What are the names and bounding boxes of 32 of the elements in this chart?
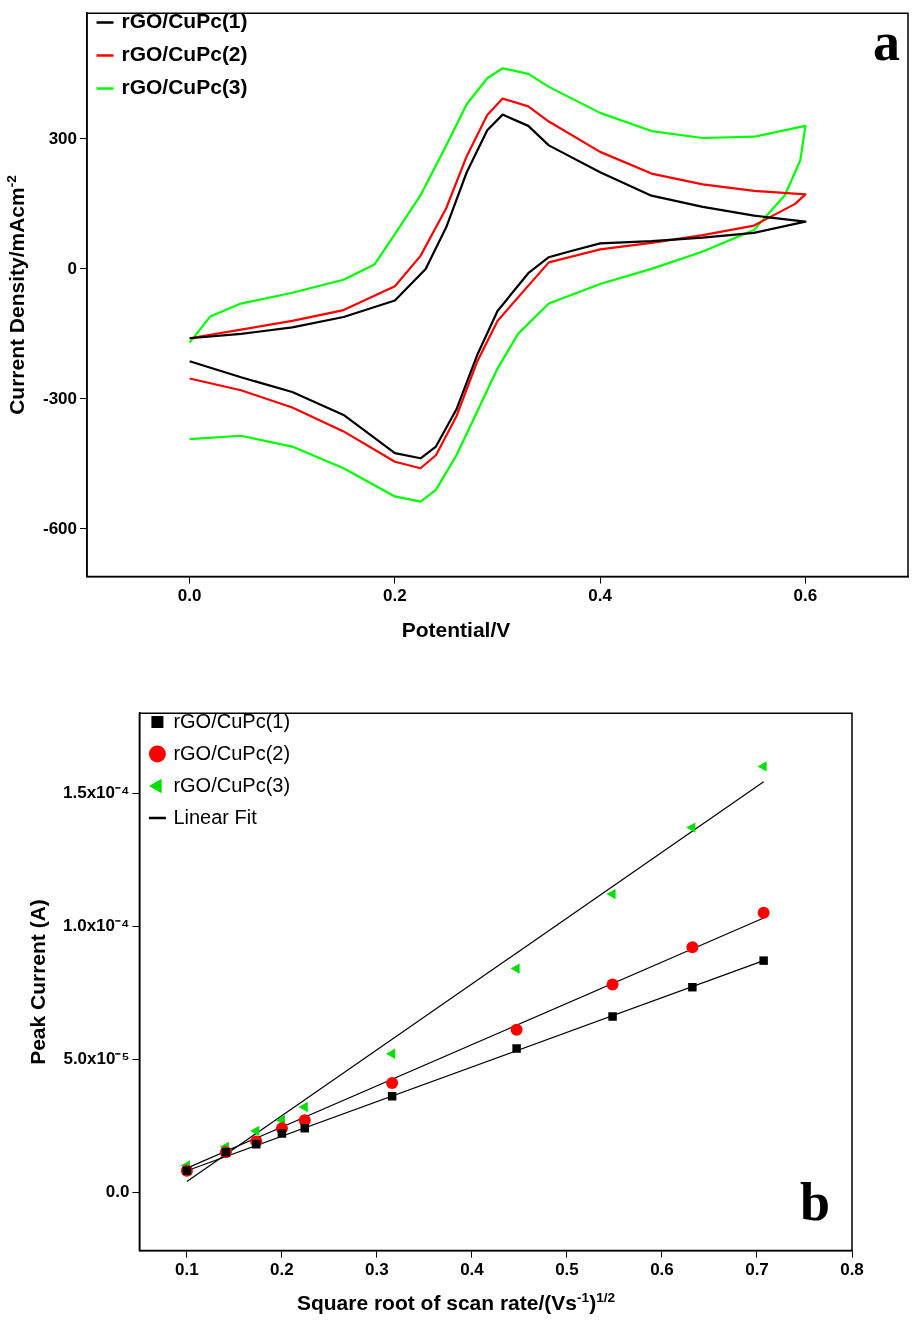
y-tick-label: 5.0x10⁻⁵ — [63, 1048, 130, 1068]
x-tick-label: 0.4 — [460, 1260, 485, 1280]
x-axis-title: Potential/V — [400, 618, 512, 642]
x-tick-label: 0.3 — [365, 1260, 389, 1280]
legend-label: rGO/CuPc(2) — [121, 42, 248, 66]
x-tick-label: 0.4 — [588, 586, 613, 606]
legend-label: rGO/CuPc(3) — [173, 773, 291, 796]
legend-label: Linear Fit — [173, 805, 258, 828]
y-tick-label: -600 — [42, 518, 78, 538]
x-tick-label: 0.6 — [650, 1260, 674, 1280]
annotation: b — [799, 1171, 830, 1232]
legend-label: rGO/CuPc(1) — [173, 709, 291, 732]
x-axis-title: Square root of scan rate/(Vs$^{-1}$)$^{1/2}$ — [295, 1290, 617, 1315]
legend-label: rGO/CuPc(2) — [173, 741, 291, 764]
x-tick-label: 0.2 — [270, 1260, 294, 1280]
x-tick-label: 0.8 — [840, 1260, 864, 1280]
y-tick-label: -300 — [42, 388, 78, 408]
legend-label: rGO/CuPc(3) — [121, 75, 248, 99]
x-tick-label: 0.5 — [555, 1260, 579, 1280]
y-tick-label: 300 — [48, 128, 78, 148]
y-tick-label: 1.5x10⁻⁴ — [63, 782, 130, 802]
annotation: a — [873, 12, 900, 73]
y-axis-title: Peak Current (A) — [26, 899, 50, 1065]
y-tick-label: 1.0x10⁻⁴ — [63, 915, 130, 935]
legend-label: rGO/CuPc(1) — [121, 9, 248, 33]
x-tick-label: 0.6 — [793, 586, 818, 606]
x-tick-label: 0.1 — [175, 1260, 199, 1280]
x-tick-label: 0.0 — [177, 586, 202, 606]
y-tick-label: 0.0 — [105, 1181, 130, 1201]
y-tick-label: 0 — [67, 258, 78, 278]
x-tick-label: 0.2 — [383, 586, 407, 606]
x-tick-label: 0.7 — [745, 1260, 769, 1280]
